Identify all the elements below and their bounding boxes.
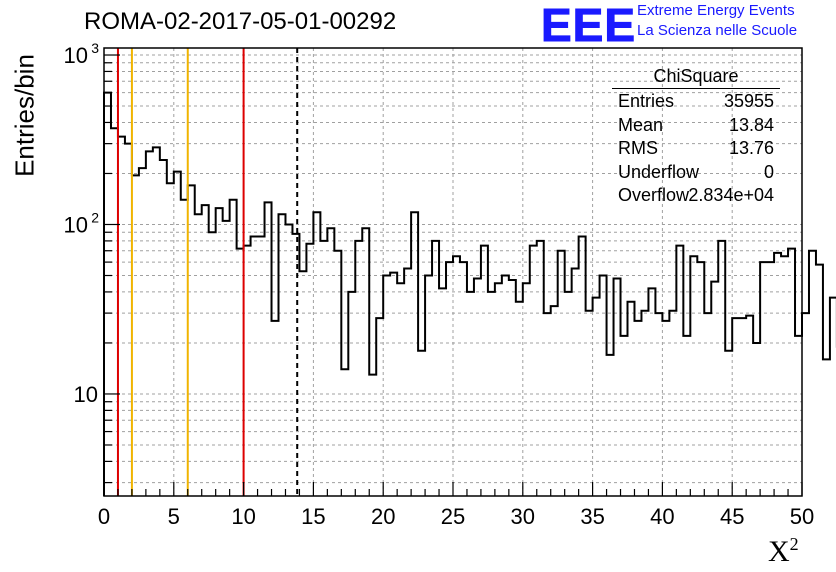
stats-box: ChiSquare Entries 35955 Mean 13.84 RMS 1… [612,66,780,209]
stats-value: 13.84 [728,114,774,135]
histogram-series [103,91,836,496]
histogram [103,91,836,496]
x-tick-label: 25 [441,504,465,529]
x-tick-label: 20 [371,504,395,529]
x-axis-label-superscript: 2 [789,534,799,554]
chart-title: ROMA-02-2017-05-01-00292 [84,8,397,35]
stats-row-rms: RMS 13.76 [612,138,780,162]
eee-logo: EEE [540,0,637,52]
y-tick-label: 10 [64,43,88,68]
y-tick-label-exponent: 2 [91,209,99,225]
stats-value: 35955 [723,91,774,111]
stats-label: Underflow [618,161,700,182]
x-tick-label: 35 [580,504,604,529]
stats-label: RMS [618,138,658,158]
x-tick-label: 50 [790,504,814,529]
stats-value: 13.76 [728,138,774,158]
x-axis-label-base: X [768,535,790,568]
logo-line-2: La Scienza nelle Scuole [637,22,798,39]
y-tick-label: 10 [64,212,88,237]
stats-row-underflow: Underflow 0 [612,162,780,186]
stats-row-entries: Entries 35955 [612,91,780,115]
x-tick-label: 45 [720,504,744,529]
y-tick-label: 10 [74,382,98,407]
y-tick-label-exponent: 3 [91,40,99,56]
logo-line-1: Extreme Energy Events [637,2,795,19]
stats-label: Entries [618,91,675,111]
y-axis-label: Entries/bin [9,54,40,177]
stats-value: 2.834e+04 [688,185,774,205]
stats-label: Mean [618,114,664,135]
x-tick-label: 15 [301,504,325,529]
x-tick-label: 30 [511,504,535,529]
stats-title: ChiSquare [612,66,780,89]
stats-label: Overflow [618,185,690,205]
x-tick-label: 40 [650,504,674,529]
vertical-markers [116,48,299,496]
x-tick-label: 0 [98,504,110,529]
x-axis-label: X2 [768,534,799,569]
stats-value: 0 [763,161,774,182]
stats-row-overflow: Overflow 2.834e+04 [612,185,780,209]
x-tick-label: 10 [231,504,255,529]
x-tick-label: 5 [168,504,180,529]
stats-row-mean: Mean 13.84 [612,115,780,139]
